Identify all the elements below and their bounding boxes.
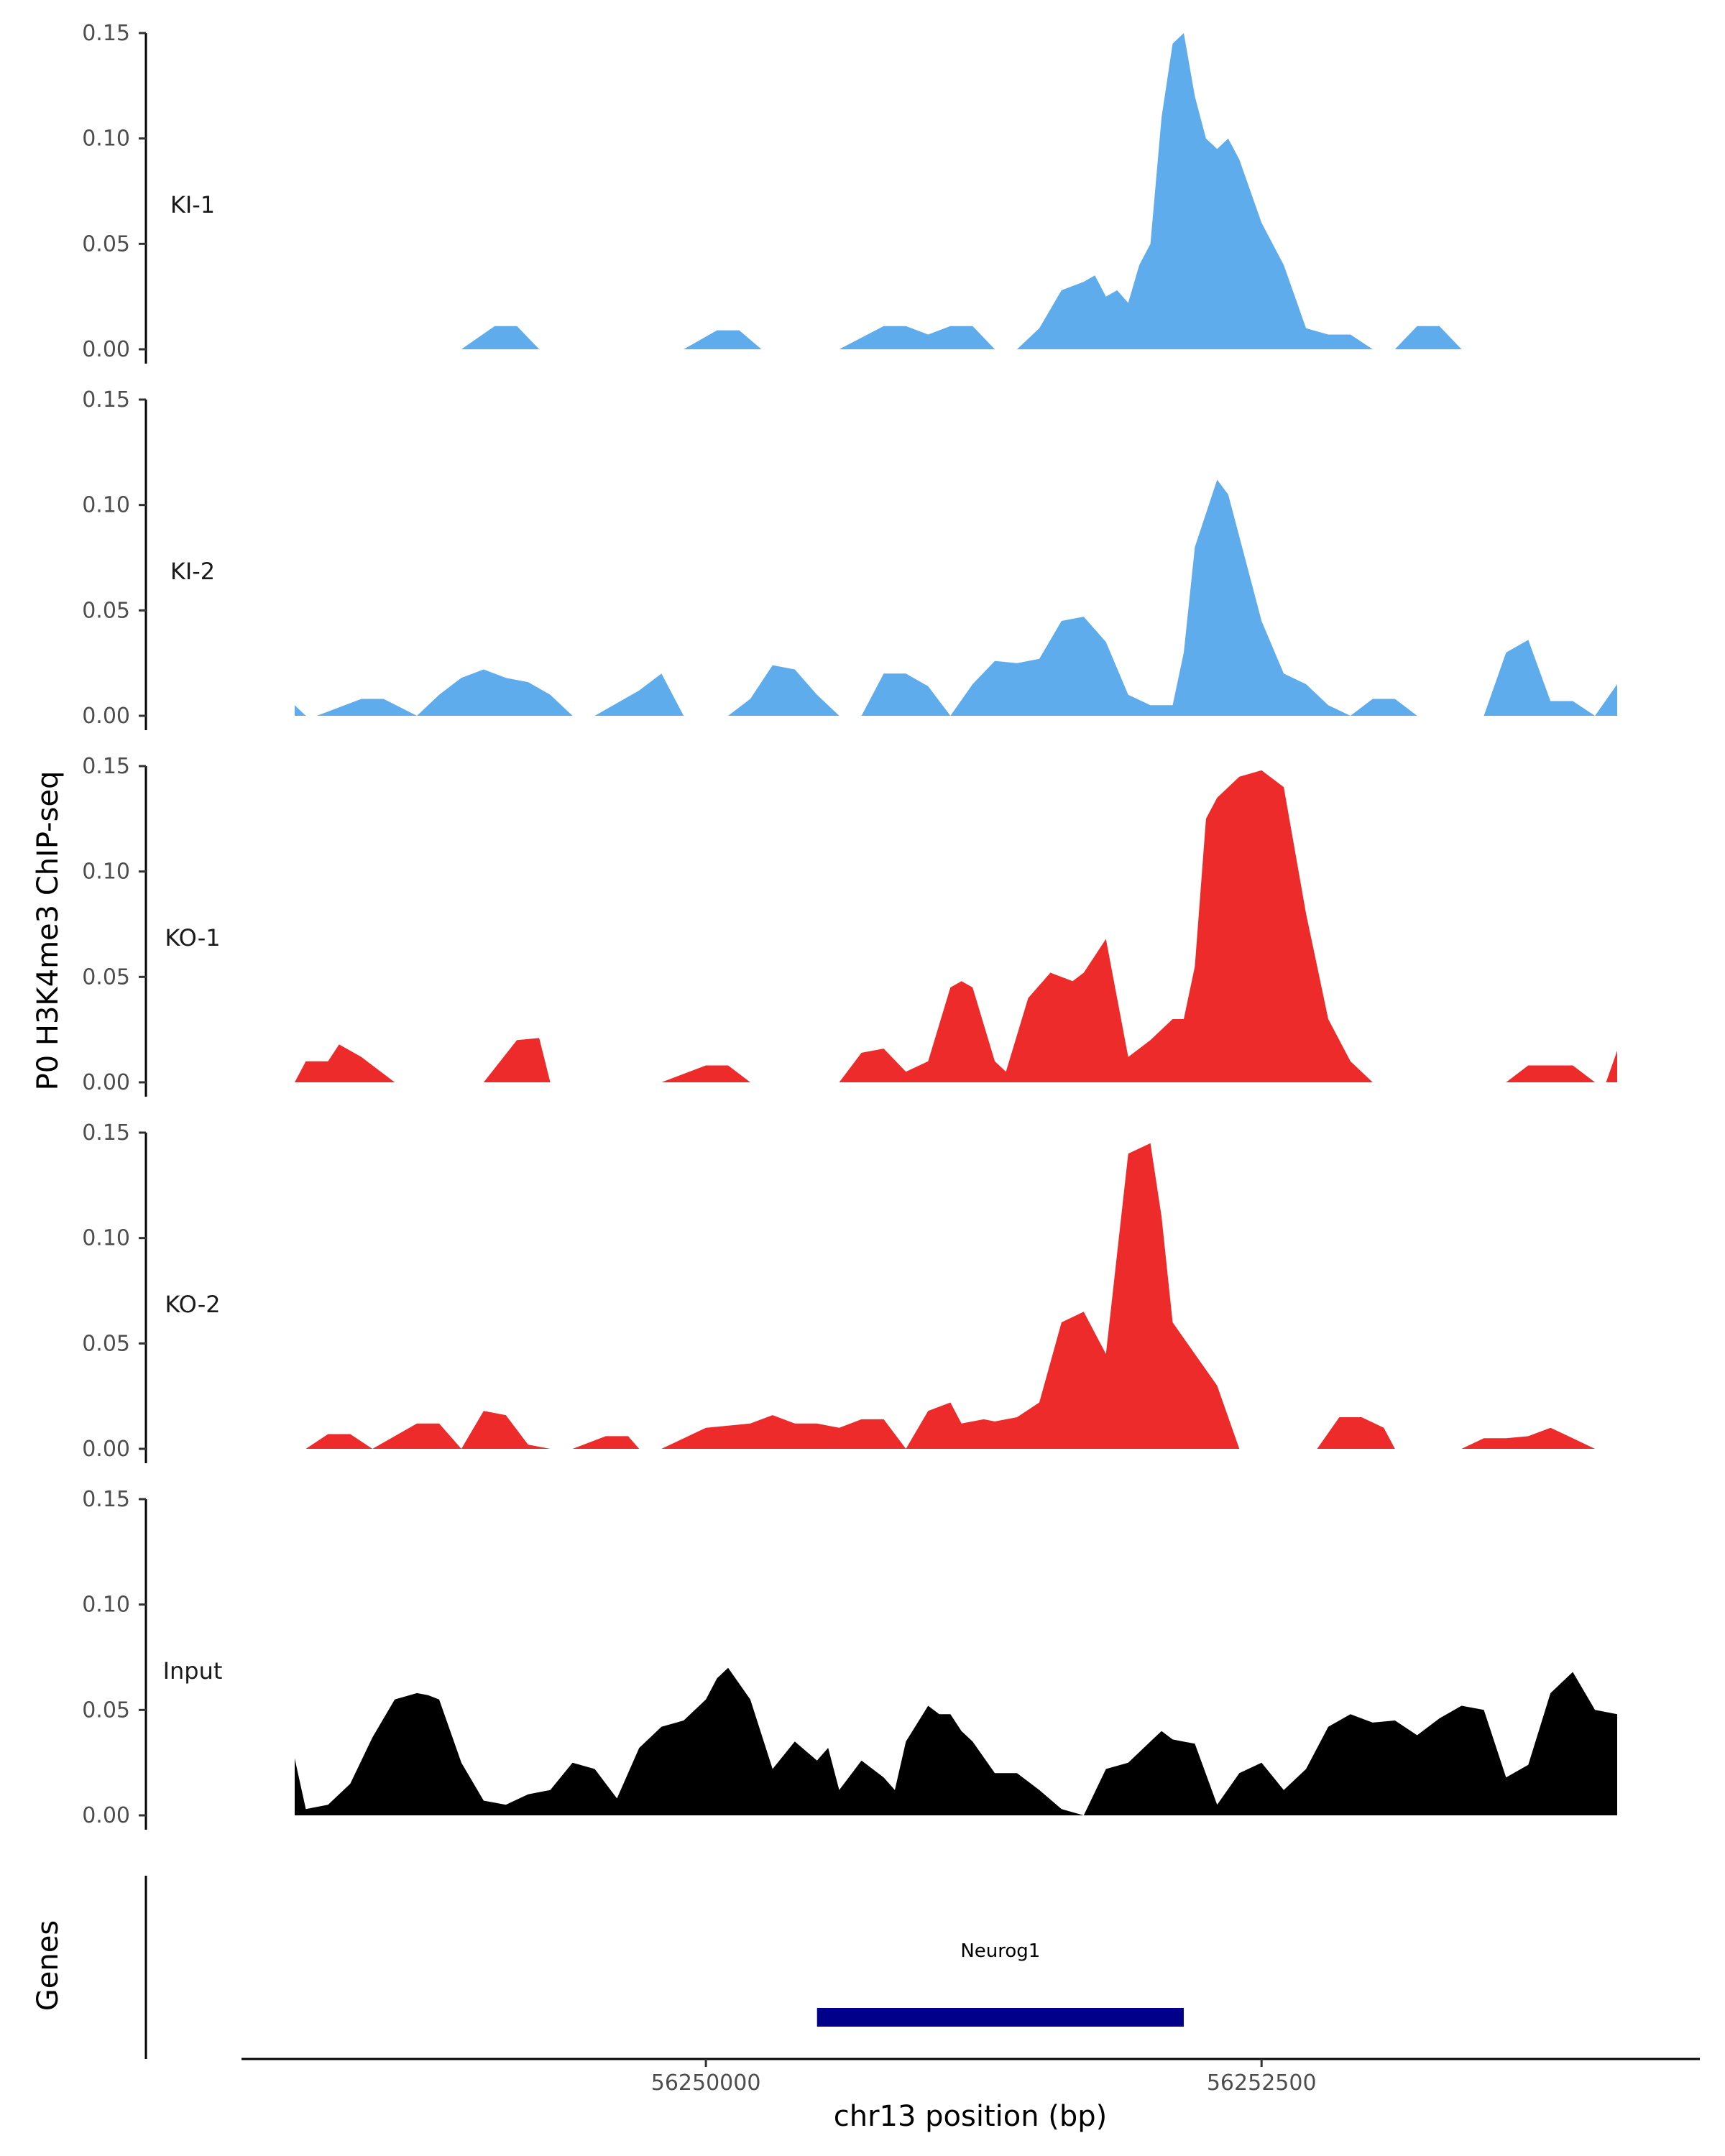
- gene-label: Neurog1: [960, 1940, 1040, 1962]
- y-tick-label: 0.05: [82, 1331, 130, 1356]
- track-label: KO-1: [165, 924, 220, 952]
- y-tick-label: 0.15: [82, 387, 130, 413]
- y-tick-label: 0.00: [82, 1803, 130, 1828]
- y-tick-label: 0.00: [82, 704, 130, 729]
- track-label: KI-2: [170, 558, 215, 585]
- signal-tracks: 0.00 0.05 0.10 0.15 KI-1 0.00 0.05 0.10 0.15 KI-2…: [82, 21, 1617, 1830]
- signal-area: [295, 1143, 1617, 1449]
- track-ko-1: 0.00 0.05 0.10 0.15 KO-1: [82, 754, 1617, 1097]
- y-tick-label: 0.05: [82, 231, 130, 257]
- y-tick-label: 0.15: [82, 754, 130, 779]
- y-tick-label: 0.10: [82, 1226, 130, 1251]
- y-axis-title: P0 H3K4me3 ChIP-seq: [32, 771, 65, 1091]
- y-tick-label: 0.00: [82, 337, 130, 362]
- x-tick-label: 56250000: [651, 2070, 761, 2096]
- y-tick-label: 0.15: [82, 21, 130, 46]
- track-ki-2: 0.00 0.05 0.10 0.15 KI-2: [82, 387, 1617, 730]
- y-tick-label: 0.05: [82, 1697, 130, 1723]
- track-ki-1: 0.00 0.05 0.10 0.15 KI-1: [82, 21, 1617, 364]
- y-tick-label: 0.10: [82, 1593, 130, 1618]
- y-tick-label: 0.05: [82, 598, 130, 623]
- genes-track: Neurog1: [144, 1876, 1184, 2059]
- y-tick-label: 0.10: [82, 493, 130, 518]
- signal-area: [295, 33, 1617, 349]
- genes-axis-title: Genes: [32, 1920, 65, 2011]
- x-axis: 56250000 56252500: [242, 2058, 1700, 2096]
- x-axis-title: chr13 position (bp): [834, 2100, 1108, 2133]
- x-tick-label: 56252500: [1207, 2070, 1317, 2096]
- track-label: KO-2: [165, 1291, 220, 1318]
- y-tick-label: 0.15: [82, 1120, 130, 1146]
- track-input: 0.00 0.05 0.10 0.15 Input: [82, 1487, 1617, 1830]
- track-ko-2: 0.00 0.05 0.10 0.15 KO-2: [82, 1120, 1617, 1463]
- signal-area: [295, 770, 1617, 1082]
- y-tick-label: 0.00: [82, 1070, 130, 1095]
- y-tick-label: 0.10: [82, 860, 130, 885]
- signal-area: [295, 479, 1617, 716]
- track-label: KI-1: [170, 191, 215, 218]
- y-tick-label: 0.15: [82, 1487, 130, 1512]
- gene-bar: [816, 2008, 1184, 2027]
- y-tick-label: 0.05: [82, 964, 130, 990]
- track-label: Input: [163, 1657, 223, 1685]
- y-tick-label: 0.00: [82, 1437, 130, 1462]
- y-tick-label: 0.10: [82, 126, 130, 152]
- signal-area: [295, 1667, 1617, 1815]
